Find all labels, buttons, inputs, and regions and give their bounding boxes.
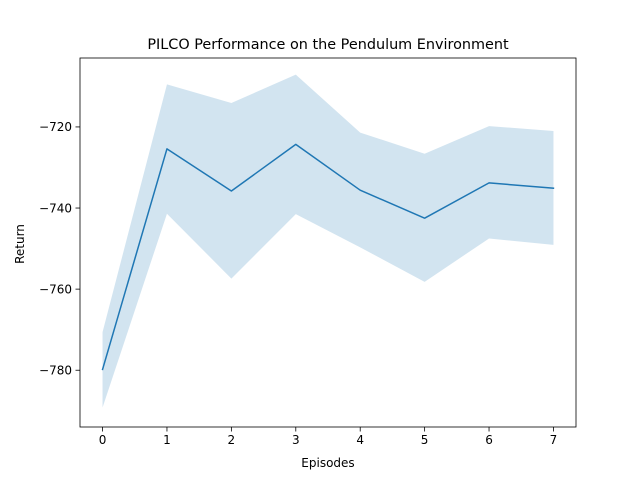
y-tick-label: −740 [39,201,72,215]
y-axis-label: Return [13,224,27,264]
x-tick-label: 4 [356,433,364,447]
x-tick-label: 6 [485,433,493,447]
y-tick-label: −760 [39,282,72,296]
x-tick-label: 0 [99,433,107,447]
x-tick-label: 7 [550,433,558,447]
y-tick-label: −720 [39,120,72,134]
x-tick-label: 2 [228,433,236,447]
x-tick-label: 5 [421,433,429,447]
x-tick-label: 3 [292,433,300,447]
y-tick-label: −780 [39,364,72,378]
x-axis-label: Episodes [301,456,354,470]
chart-title: PILCO Performance on the Pendulum Enviro… [147,37,509,53]
x-tick-label: 1 [163,433,171,447]
